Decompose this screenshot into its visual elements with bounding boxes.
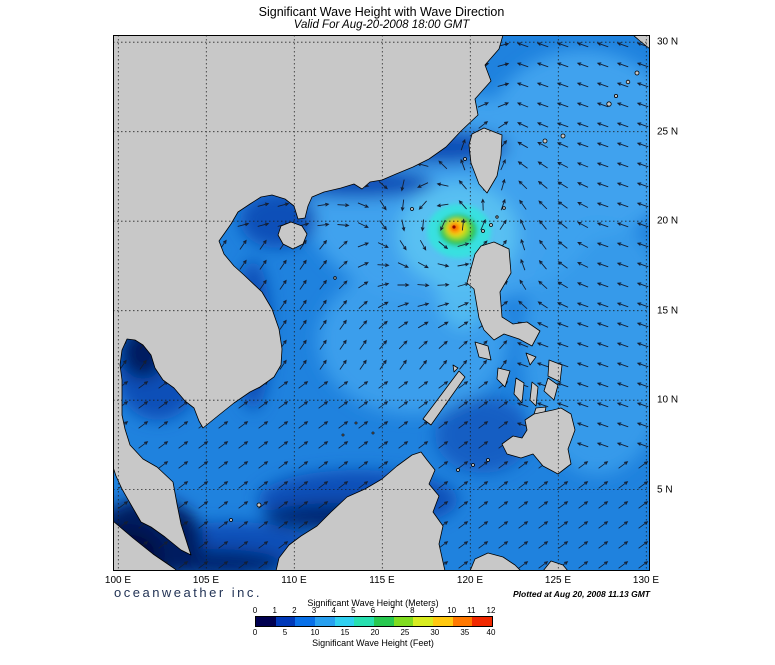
lat-tick-label: 10 N bbox=[657, 394, 679, 406]
legend-meters-tick: 10 bbox=[447, 606, 457, 615]
panay-island bbox=[496, 367, 511, 388]
lon-tick-label: 125 E bbox=[544, 575, 572, 586]
ryukyu-island bbox=[634, 70, 640, 76]
legend-feet-ticks: 0 5 10 15 20 25 30 35 40 bbox=[252, 628, 496, 637]
spratly-island bbox=[341, 433, 345, 437]
page-title: Significant Wave Height with Wave Direct… bbox=[258, 5, 505, 19]
legend-feet-tick: 0 bbox=[252, 628, 258, 637]
anambas-island bbox=[229, 518, 233, 522]
babuyan-island bbox=[489, 223, 493, 227]
legend-color-segment bbox=[452, 617, 473, 626]
legend-feet-tick: 25 bbox=[400, 628, 410, 637]
legend-meters-tick: 9 bbox=[429, 606, 435, 615]
storm-center bbox=[452, 225, 456, 229]
legend-feet-tick: 40 bbox=[486, 628, 496, 637]
luzon-island bbox=[466, 241, 541, 347]
ryukyu-island bbox=[542, 138, 548, 144]
legend-meters-label: Significant Wave Height (Meters) bbox=[307, 598, 439, 608]
legend-feet-label: Significant Wave Height (Feet) bbox=[312, 638, 434, 648]
legend-meters-tick: 3 bbox=[311, 606, 317, 615]
ryukyu-island bbox=[613, 94, 618, 99]
plotted-timestamp: Plotted at Aug 20, 2008 11.13 GMT bbox=[513, 589, 650, 599]
legend-feet-tick: 35 bbox=[460, 628, 470, 637]
palawan-island bbox=[422, 370, 466, 426]
legend-feet-tick: 10 bbox=[310, 628, 320, 637]
grid-layer bbox=[113, 35, 650, 571]
map-frame bbox=[113, 35, 650, 571]
sulu-island bbox=[471, 463, 475, 467]
mindoro-island bbox=[474, 341, 492, 361]
lon-tick-label: 110 E bbox=[281, 575, 307, 586]
paracel-island bbox=[333, 276, 337, 280]
legend-meters-tick: 4 bbox=[331, 606, 336, 615]
masbate-island bbox=[525, 352, 537, 366]
negros-island bbox=[513, 377, 525, 404]
legend-color-segment bbox=[256, 617, 276, 626]
legend-color-segment bbox=[334, 617, 355, 626]
island-fragment bbox=[542, 560, 569, 571]
babuyan-island bbox=[495, 215, 499, 219]
legend-color-segment bbox=[374, 617, 394, 626]
legend-color-segment bbox=[433, 617, 453, 626]
cebu-island bbox=[529, 381, 539, 407]
penghu-island bbox=[463, 157, 467, 161]
batan-island bbox=[481, 229, 485, 233]
sumatra-island bbox=[113, 520, 178, 571]
land-layer bbox=[113, 35, 650, 571]
sulu-island bbox=[456, 468, 460, 472]
legend-color-segment bbox=[472, 617, 493, 626]
legend-feet-tick: 15 bbox=[340, 628, 350, 637]
legend-meters-tick: 0 bbox=[252, 606, 258, 615]
legend-color-segment bbox=[413, 617, 434, 626]
sulu-island bbox=[486, 458, 490, 462]
batanes-island bbox=[502, 206, 506, 210]
legend-feet-tick: 5 bbox=[282, 628, 288, 637]
calamian-island bbox=[452, 364, 459, 373]
legend-meters-tick: 12 bbox=[486, 606, 496, 615]
legend-meters-ticks: 0 1 2 3 4 5 6 7 8 9 10 11 12 bbox=[252, 606, 496, 615]
lon-tick-label: 120 E bbox=[456, 575, 484, 586]
spratly-island bbox=[354, 421, 358, 425]
legend-meters-tick: 6 bbox=[370, 606, 376, 615]
legend-color-segment bbox=[275, 617, 296, 626]
lat-tick-label: 5 N bbox=[657, 484, 673, 496]
pratas-island bbox=[410, 207, 414, 211]
lat-tick-label: 30 N bbox=[657, 36, 679, 48]
legend-feet-tick: 30 bbox=[430, 628, 440, 637]
legend-color-segment bbox=[393, 617, 414, 626]
spratly-island bbox=[371, 431, 375, 435]
legend-meters-tick: 8 bbox=[410, 606, 415, 615]
legend-colorbar bbox=[255, 616, 493, 627]
legend-feet-tick: 20 bbox=[370, 628, 380, 637]
map-canvas bbox=[113, 35, 650, 571]
legend-meters-tick: 5 bbox=[351, 606, 356, 615]
legend-meters-tick: 2 bbox=[292, 606, 297, 615]
lat-tick-label: 25 N bbox=[657, 126, 679, 138]
legend-color-segment bbox=[354, 617, 375, 626]
lat-tick-label: 15 N bbox=[657, 305, 679, 317]
ryukyu-island bbox=[625, 79, 631, 85]
legend-meters-tick: 1 bbox=[272, 606, 277, 615]
borneo-island bbox=[275, 451, 446, 571]
valid-time-subtitle: Valid For Aug-20-2008 18:00 GMT bbox=[293, 19, 470, 31]
legend-meters-tick: 11 bbox=[467, 606, 476, 615]
legend-color-segment bbox=[295, 617, 316, 626]
natuna-island bbox=[256, 502, 262, 508]
ryukyu-island bbox=[606, 101, 612, 107]
legend-color-segment bbox=[315, 617, 335, 626]
oceanweather-logo: oceanweather inc. bbox=[114, 585, 263, 600]
ryukyu-island bbox=[560, 133, 566, 139]
lat-tick-label: 20 N bbox=[657, 215, 679, 227]
map-border bbox=[113, 35, 650, 571]
lon-tick-label: 130 E bbox=[632, 575, 660, 586]
lon-tick-label: 115 E bbox=[369, 575, 395, 586]
mainland-asia bbox=[113, 35, 504, 556]
sulawesi-tip bbox=[469, 552, 522, 571]
mindanao-island bbox=[501, 407, 576, 475]
legend-meters-tick: 7 bbox=[390, 606, 395, 615]
